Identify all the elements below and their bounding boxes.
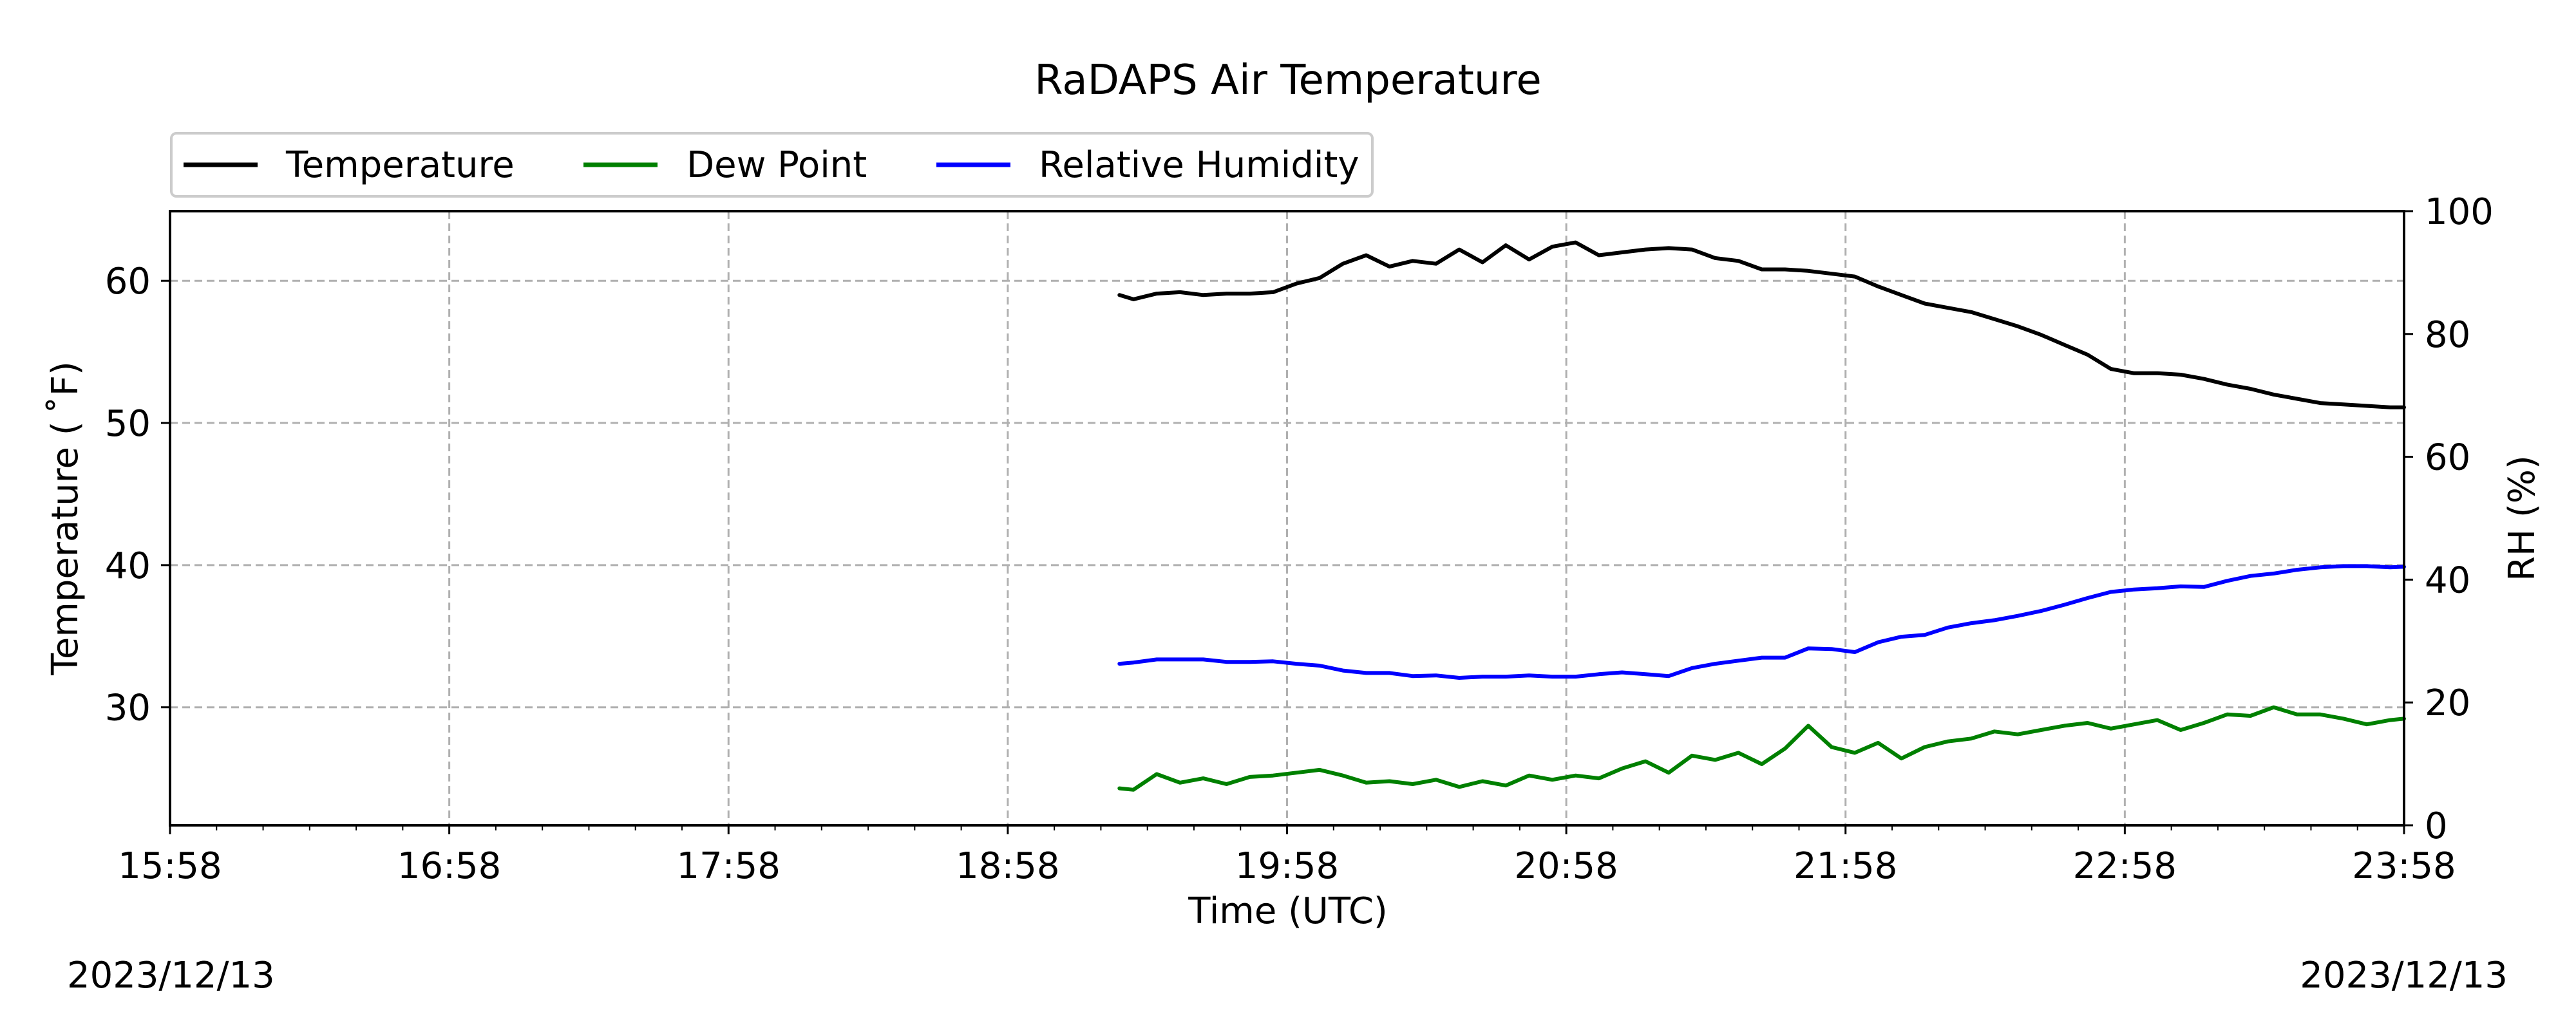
plot-area: 15:58 16:58 17:58 18:58 19:58 20:58 21:58 22:58… <box>105 191 2494 887</box>
y2-axis: 0 20 40 60 80 100 <box>2404 191 2494 847</box>
y2-tick-label: 60 <box>2425 437 2470 479</box>
x-tick-label: 18:58 <box>956 845 1059 887</box>
series-line-temperature <box>1117 240 2406 409</box>
x-tick-label: 19:58 <box>1235 845 1339 887</box>
end-date: 2023/12/13 <box>2300 955 2508 997</box>
y-axis-label: Temperature ( ˚F) <box>44 361 86 676</box>
x-tick-label: 15:58 <box>118 845 222 887</box>
grid <box>170 211 2404 825</box>
legend-label-relative-humidity: Relative Humidity <box>1039 144 1359 186</box>
y-axis: 30 40 50 60 <box>105 261 170 729</box>
x-tick-label: 16:58 <box>397 845 501 887</box>
y-tick-label: 50 <box>105 403 151 445</box>
legend: Temperature Dew Point Relative Humidity <box>170 132 1374 198</box>
legend-frame <box>170 132 1374 198</box>
x-tick-label: 21:58 <box>1794 845 1897 887</box>
y2-tick-label: 100 <box>2425 191 2494 233</box>
y2-axis-label: RH (%) <box>2501 455 2543 581</box>
y-tick-label: 60 <box>105 261 151 303</box>
y-tick-label: 40 <box>105 545 151 587</box>
legend-label-temperature: Temperature <box>285 144 515 186</box>
x-axis: 15:58 16:58 17:58 18:58 19:58 20:58 21:58 22:58… <box>118 825 2456 887</box>
series-line-relative-humidity <box>1117 564 2406 680</box>
chart-title: RaDAPS Air Temperature <box>1034 57 1541 104</box>
y-tick-label: 30 <box>105 688 151 729</box>
start-date: 2023/12/13 <box>67 955 275 997</box>
y2-tick-label: 40 <box>2425 559 2470 601</box>
x-tick-label: 22:58 <box>2073 845 2177 887</box>
y2-tick-label: 20 <box>2425 682 2470 724</box>
legend-label-dew-point: Dew Point <box>687 144 867 186</box>
series-line-dew-point <box>1117 705 2406 792</box>
y2-tick-label: 80 <box>2425 314 2470 356</box>
x-tick-label: 17:58 <box>677 845 781 887</box>
x-tick-label: 23:58 <box>2352 845 2456 887</box>
x-tick-label: 20:58 <box>1514 845 1618 887</box>
y2-tick-label: 0 <box>2425 805 2448 847</box>
series-group <box>1117 240 2406 792</box>
x-axis-label: Time (UTC) <box>1188 890 1388 932</box>
